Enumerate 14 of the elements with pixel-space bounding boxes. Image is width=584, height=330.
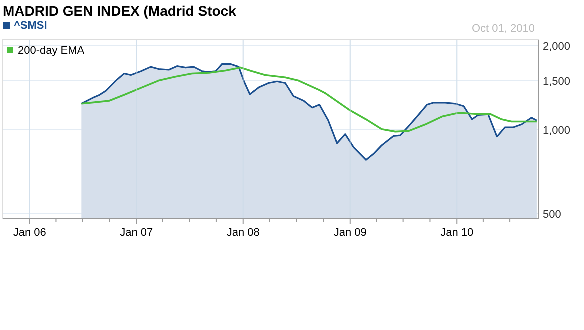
x-tick-label: Jan 06: [13, 227, 46, 239]
legend-label: 200-day EMA: [18, 45, 86, 57]
y-tick-label: 1,500: [543, 76, 571, 88]
chart-title: MADRID GEN INDEX (Madrid Stock: [3, 3, 237, 19]
y-tick-label: 500: [543, 209, 562, 222]
legend-label: ^SMSI: [14, 20, 48, 32]
x-tick-label: Jan 09: [334, 227, 367, 239]
y-tick-label: 2,000: [543, 40, 571, 53]
y-tick-label: 1,000: [543, 124, 571, 137]
x-tick-label: Jan 07: [120, 227, 154, 239]
x-tick-label: Jan 10: [440, 227, 474, 239]
text: Oct 01, 2010: [472, 23, 535, 35]
x-tick-label: Jan 08: [226, 227, 260, 239]
line-series: [80, 66, 538, 133]
